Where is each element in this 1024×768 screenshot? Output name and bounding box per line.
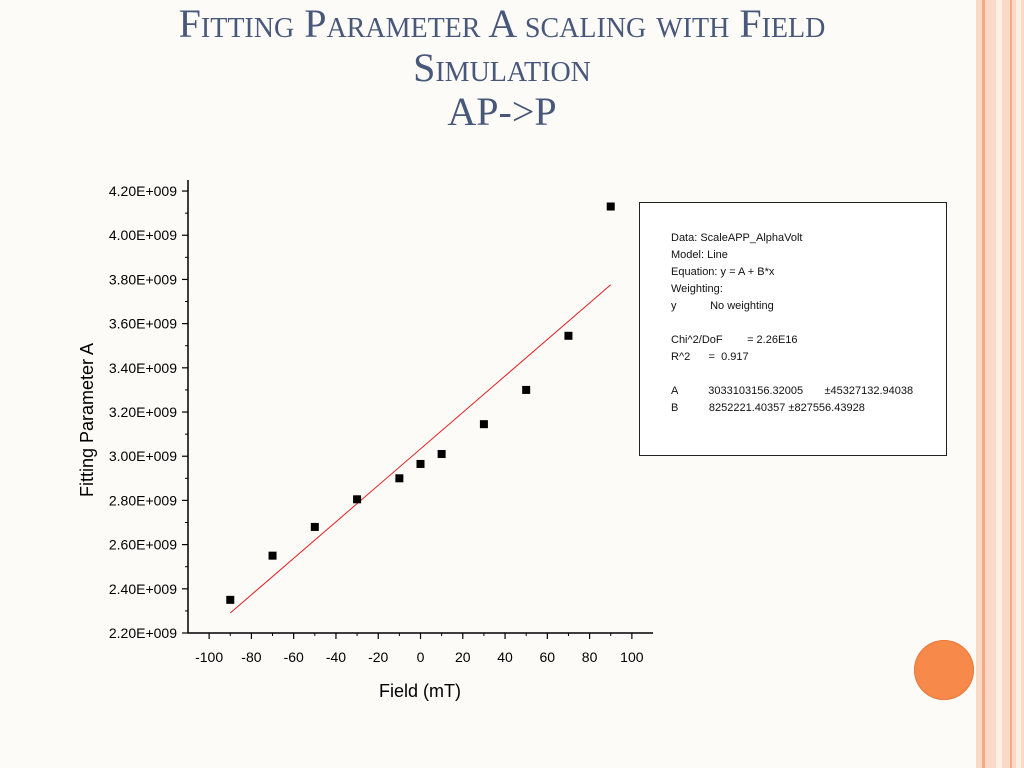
fit-stat-line: B 8252221.40357 ±827556.43928	[671, 402, 865, 414]
y-tick-label: 4.00E+009	[109, 227, 177, 243]
decorative-side-stripes	[976, 0, 1024, 768]
decorative-orange-circle	[914, 640, 974, 700]
y-axis-label: Fitting Parameter A	[77, 343, 97, 497]
x-tick-label: -100	[195, 649, 223, 665]
x-tick-label: 0	[417, 649, 425, 665]
chart-ticks: 2.20E+009 2.40E+009 2.60E+009 2.80E+009 3.00…	[109, 183, 644, 665]
x-tick-label: -20	[368, 649, 388, 665]
fit-stat-line: A 3033103156.32005 ±45327132.94038	[671, 385, 914, 397]
data-point	[522, 385, 531, 394]
data-point	[437, 450, 446, 459]
slide-title: Fitting Parameter A scaling with Field S…	[0, 2, 1004, 134]
y-tick-label: 2.20E+009	[109, 625, 177, 641]
y-tick-label: 2.60E+009	[109, 537, 177, 553]
fit-stat-line: Weighting:	[671, 283, 723, 295]
data-point	[416, 459, 425, 468]
data-point	[226, 595, 235, 604]
fit-stat-line: Model: Line	[671, 249, 728, 261]
y-tick-label: 2.40E+009	[109, 581, 177, 597]
fit-line	[229, 284, 612, 614]
x-tick-label: 80	[582, 649, 598, 665]
data-point	[479, 420, 488, 429]
data-point	[606, 202, 615, 211]
data-point	[268, 551, 277, 560]
x-tick-label: 100	[620, 649, 644, 665]
x-tick-label: 60	[540, 649, 556, 665]
fit-statistics-box: Data: ScaleAPP_AlphaVolt Model: Line Equat…	[639, 202, 947, 456]
fit-stat-line: R^2 = 0.917	[671, 351, 749, 363]
fit-line-group	[229, 284, 612, 614]
x-tick-label: -40	[326, 649, 346, 665]
title-line-1: Fitting Parameter A scaling with Field	[178, 1, 826, 46]
data-point	[353, 495, 362, 504]
data-point	[564, 331, 573, 340]
data-point	[395, 474, 404, 483]
x-tick-label: 40	[497, 649, 513, 665]
y-tick-label: 3.80E+009	[109, 271, 177, 287]
y-tick-label: 3.00E+009	[109, 448, 177, 464]
title-line-3: AP->P	[447, 89, 557, 134]
y-tick-label: 2.80E+009	[109, 492, 177, 508]
x-tick-label: -80	[241, 649, 261, 665]
fit-stat-line: Data: ScaleAPP_AlphaVolt	[671, 232, 803, 244]
x-tick-label: -60	[284, 649, 304, 665]
x-axis-label: Field (mT)	[379, 681, 461, 701]
data-points	[226, 202, 615, 604]
y-tick-label: 4.20E+009	[109, 183, 177, 199]
chart-axes	[187, 180, 653, 634]
x-tick-label: 20	[455, 649, 471, 665]
y-tick-label: 3.60E+009	[109, 316, 177, 332]
fit-stat-line: Chi^2/DoF = 2.26E16	[671, 334, 798, 346]
fit-stat-line: Equation: y = A + B*x	[671, 266, 775, 278]
data-point	[310, 522, 319, 531]
y-tick-label: 3.20E+009	[109, 404, 177, 420]
y-tick-label: 3.40E+009	[109, 360, 177, 376]
title-line-2: Simulation	[413, 45, 591, 90]
fit-stat-line: y No weighting	[671, 300, 774, 312]
